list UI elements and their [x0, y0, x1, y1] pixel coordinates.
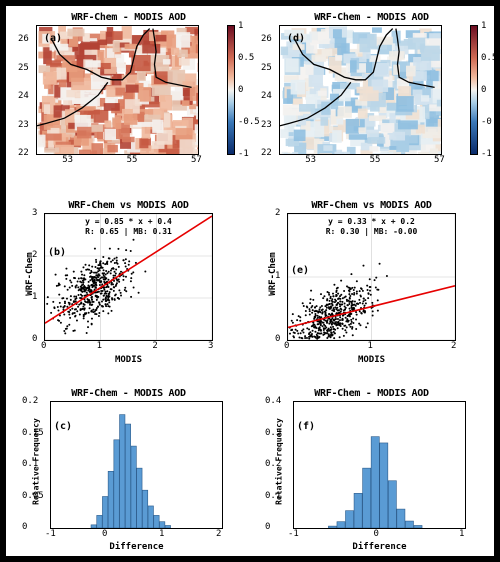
- panel-e-letter: (e): [291, 265, 309, 276]
- panel-b-scatter: WRF-Chem vs MODIS AOD (b) y = 0.85 * x +…: [14, 200, 243, 370]
- panel-c-xlabel: Difference: [109, 542, 163, 552]
- hist-f-axes: [293, 401, 466, 529]
- panel-f-letter: (f): [297, 421, 315, 432]
- panel-a-title: WRF-Chem - MODIS AOD: [14, 12, 243, 23]
- panel-c-letter: (c): [54, 421, 72, 432]
- panel-b-title: WRF-Chem vs MODIS AOD: [14, 200, 243, 211]
- panel-a-letter: (a): [44, 33, 62, 44]
- panel-e-scatter: WRF-Chem vs MODIS AOD (e) y = 0.33 * x +…: [257, 200, 486, 370]
- colorbar-d: -1-0.500.51: [470, 25, 478, 155]
- panel-e-title: WRF-Chem vs MODIS AOD: [257, 200, 486, 211]
- map-d-axes: [279, 25, 442, 155]
- panel-f-hist: WRF-Chem - MODIS AOD (f) Relative Freque…: [257, 388, 486, 558]
- panel-b-xlabel: MODIS: [115, 355, 142, 365]
- panel-c-title: WRF-Chem - MODIS AOD: [14, 388, 243, 399]
- panel-b-letter: (b): [48, 247, 66, 258]
- hist-c-axes: [50, 401, 223, 529]
- figure-frame: WRF-Chem - MODIS AOD (a) -1-0.500.51 535…: [3, 3, 497, 559]
- colorbar-a: -1-0.500.51: [227, 25, 235, 155]
- map-a-axes: [36, 25, 199, 155]
- panel-d-map: WRF-Chem - MODIS AOD (d) -1-0.500.51 535…: [257, 12, 486, 182]
- panel-a-map: WRF-Chem - MODIS AOD (a) -1-0.500.51 535…: [14, 12, 243, 182]
- panel-e-stats: y = 0.33 * x + 0.2 R: 0.30 | MB: -0.00: [326, 217, 418, 236]
- panel-e-xlabel: MODIS: [358, 355, 385, 365]
- panel-d-letter: (d): [287, 33, 305, 44]
- panel-d-title: WRF-Chem - MODIS AOD: [257, 12, 486, 23]
- panel-f-title: WRF-Chem - MODIS AOD: [257, 388, 486, 399]
- panel-f-xlabel: Difference: [352, 542, 406, 552]
- panel-b-stats: y = 0.85 * x + 0.4 R: 0.65 | MB: 0.31: [85, 217, 172, 236]
- panel-c-hist: WRF-Chem - MODIS AOD (c) Relative Freque…: [14, 388, 243, 558]
